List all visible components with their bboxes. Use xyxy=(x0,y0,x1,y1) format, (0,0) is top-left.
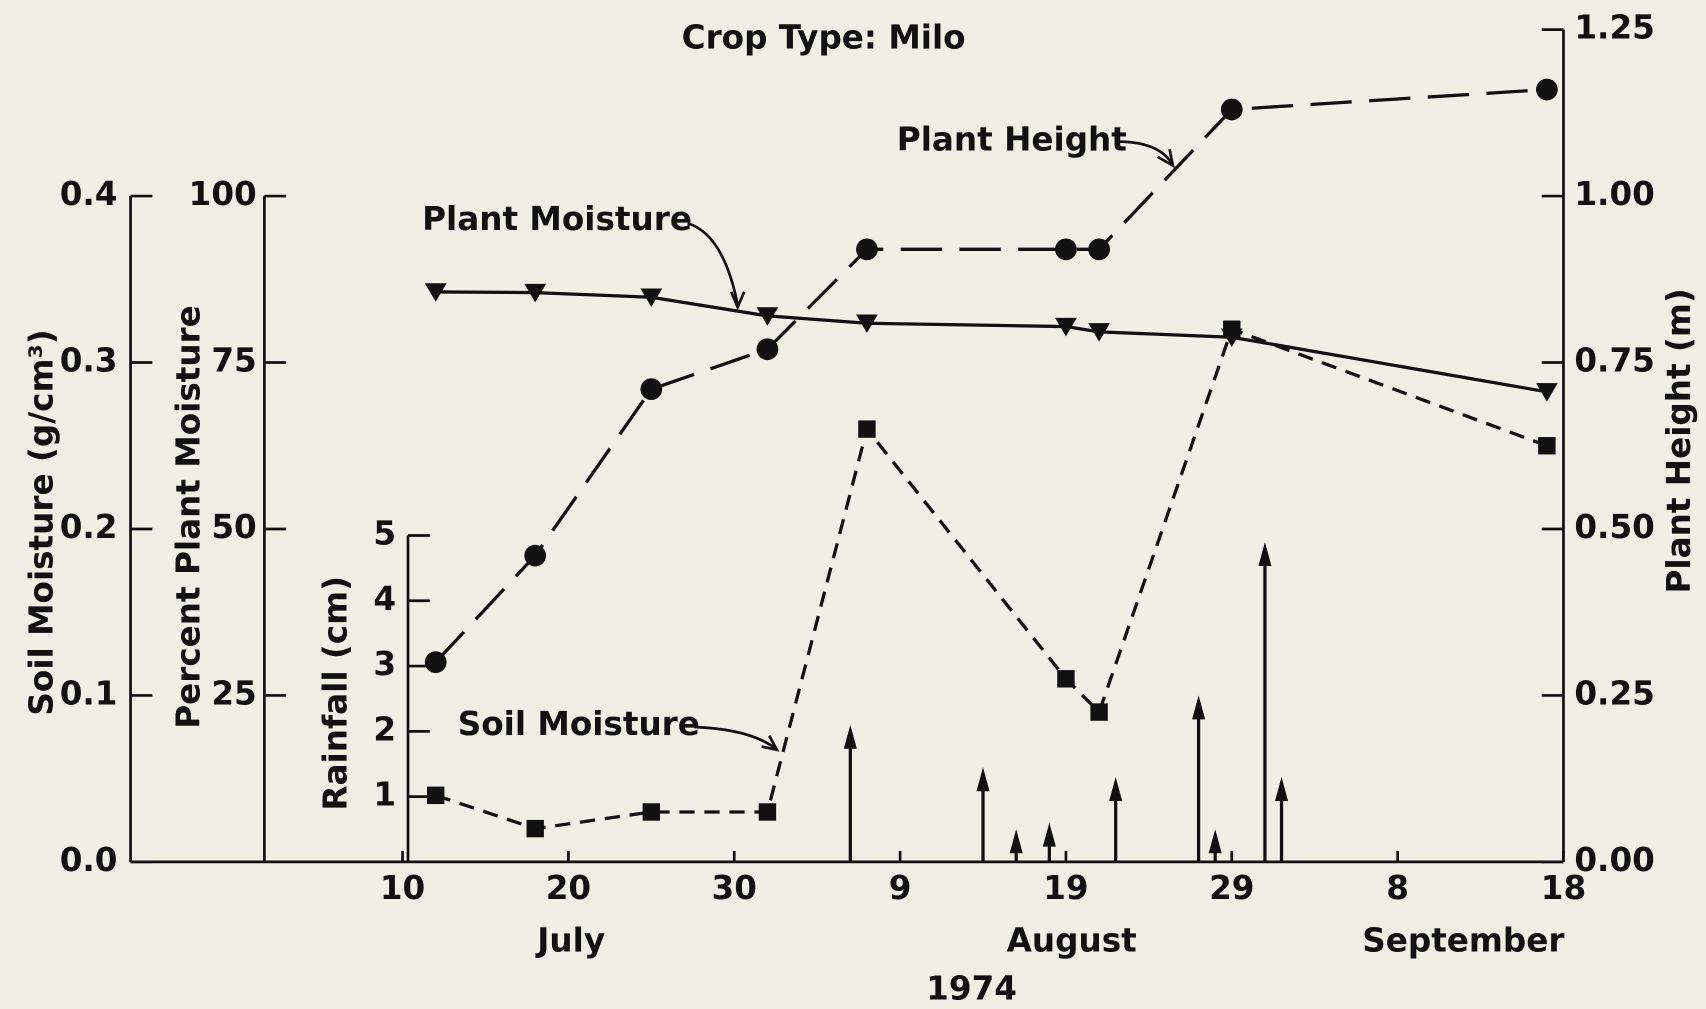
rain-arrow xyxy=(1192,695,1206,862)
percent-axis-title: Percent Plant Moisture xyxy=(169,305,207,729)
rain-arrow-head xyxy=(1042,822,1056,847)
x-tick-label: 18 xyxy=(1541,869,1586,907)
y-tick-label: 0.3 xyxy=(60,342,118,380)
y-tick-label: 0.00 xyxy=(1574,841,1655,879)
rain-arrow-head xyxy=(1192,695,1206,720)
data-point xyxy=(756,307,779,326)
data-point xyxy=(1055,238,1077,261)
x-tick-label: 29 xyxy=(1209,869,1254,907)
y-tick-label: 0.50 xyxy=(1574,508,1655,546)
data-point xyxy=(1090,703,1108,721)
soil-axis-title: Soil Moisture (g/cm³) xyxy=(23,329,61,715)
annotation-arrow xyxy=(694,725,777,750)
annotation-arrow xyxy=(1117,140,1173,165)
y-tick-label: 0.75 xyxy=(1574,342,1655,380)
data-point xyxy=(1088,238,1110,261)
rain-arrow-head xyxy=(1009,829,1023,854)
month-label: August xyxy=(1007,921,1137,959)
y-tick-label: 0.0 xyxy=(60,841,118,879)
data-point xyxy=(427,786,445,805)
x-tick-label: 9 xyxy=(889,869,912,907)
rain-axis-title: Rainfall (cm) xyxy=(316,576,354,811)
data-point xyxy=(858,420,876,438)
x-tick-label: 10 xyxy=(380,869,425,907)
data-point xyxy=(1220,98,1243,121)
y-tick-label: 0.1 xyxy=(60,674,118,712)
y-tick-label: 0.4 xyxy=(60,175,118,213)
data-point xyxy=(526,819,544,838)
y-tick-label: 1.25 xyxy=(1574,9,1655,47)
rain-arrow-head xyxy=(976,767,990,792)
y-tick-label: 100 xyxy=(189,175,257,213)
month-label: July xyxy=(535,921,605,959)
x-tick-label: 30 xyxy=(712,869,757,907)
data-point xyxy=(758,803,777,821)
y-tick-label: 2 xyxy=(373,710,396,748)
y-tick-label: 0.2 xyxy=(60,508,118,546)
year-label: 1974 xyxy=(926,969,1017,1007)
data-point xyxy=(1536,78,1558,101)
data-point xyxy=(1055,317,1077,337)
annotation-arrowhead xyxy=(729,291,746,311)
data-point xyxy=(756,338,779,361)
data-point xyxy=(524,544,547,567)
y-tick-label: 4 xyxy=(373,580,396,618)
rain-arrow xyxy=(976,767,990,862)
data-point xyxy=(524,283,547,303)
data-point xyxy=(1538,437,1556,455)
rain-arrow xyxy=(1275,777,1289,862)
rain-arrow xyxy=(1208,829,1222,862)
data-point xyxy=(1057,670,1075,688)
rain-arrow xyxy=(1009,829,1023,862)
chart-title: Crop Type: Milo xyxy=(682,18,966,56)
rain-arrow xyxy=(843,724,857,862)
x-tick-label: 8 xyxy=(1386,869,1409,907)
annotation: Plant Height xyxy=(897,121,1127,159)
data-point xyxy=(1223,320,1241,338)
annotation-arrows xyxy=(687,140,1175,752)
height-axis-title: Plant Height (m) xyxy=(1660,288,1698,593)
annotation-arrow xyxy=(687,221,740,306)
annotation-arrowhead xyxy=(761,735,780,752)
rain-arrow-head xyxy=(843,724,857,749)
y-tick-label: 50 xyxy=(211,508,256,546)
data-point xyxy=(424,283,447,302)
y-tick-label: 3 xyxy=(373,645,396,683)
rain-arrow xyxy=(1258,542,1272,862)
y-tick-label: 5 xyxy=(373,515,396,553)
y-tick-label: 25 xyxy=(211,674,256,712)
annotation: Soil Moisture xyxy=(458,705,700,743)
annotation-arrowhead xyxy=(1156,148,1175,169)
data-point xyxy=(856,314,878,334)
y-tick-label: 1 xyxy=(373,776,396,814)
annotation: Plant Moisture xyxy=(422,200,692,238)
data-point xyxy=(1088,323,1110,342)
x-tick-label: 19 xyxy=(1043,869,1088,907)
data-point xyxy=(1536,383,1558,402)
data-point xyxy=(856,238,878,261)
rain-arrow-head xyxy=(1275,777,1289,801)
rain-arrow-head xyxy=(1109,777,1123,801)
y-tick-label: 0.25 xyxy=(1574,674,1655,712)
month-label: September xyxy=(1362,921,1564,959)
data-point xyxy=(642,803,661,821)
x-tick-label: 20 xyxy=(546,869,591,907)
rain-arrow-head xyxy=(1208,829,1222,854)
y-tick-label: 1.00 xyxy=(1574,175,1655,213)
rain-arrow xyxy=(1109,777,1123,862)
data-point xyxy=(424,651,447,674)
y-tick-label: 75 xyxy=(211,342,256,380)
data-point xyxy=(640,378,663,401)
rain-arrow xyxy=(1042,822,1056,862)
data-point xyxy=(640,288,663,308)
rain-arrow-head xyxy=(1258,542,1272,566)
